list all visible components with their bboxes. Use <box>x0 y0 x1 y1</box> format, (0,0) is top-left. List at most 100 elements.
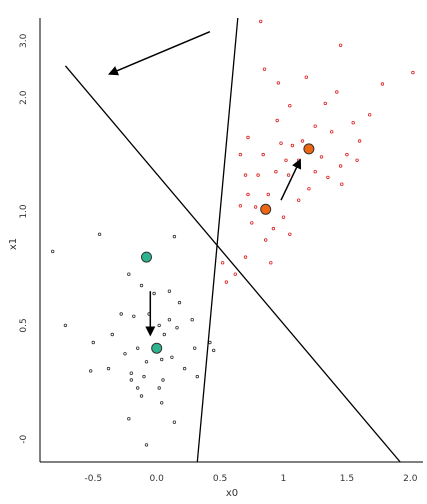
data-point <box>128 417 131 420</box>
data-point <box>247 193 250 196</box>
data-point <box>262 153 265 156</box>
data-point <box>130 379 133 382</box>
data-points <box>51 20 414 446</box>
data-point <box>136 387 139 390</box>
data-point <box>130 372 133 375</box>
data-point <box>285 159 288 162</box>
data-point <box>254 206 257 209</box>
data-point <box>264 239 267 242</box>
data-point <box>120 313 123 316</box>
y-tick-label: 0.5 <box>19 318 29 332</box>
data-point <box>136 347 139 350</box>
data-point <box>140 284 143 287</box>
x-tick-label: 0.5 <box>213 474 227 484</box>
data-point <box>209 341 212 344</box>
y-tick-label: 1.0 <box>19 204 29 219</box>
data-point <box>140 395 143 398</box>
centroid-marker <box>261 204 271 214</box>
data-point <box>314 170 317 173</box>
data-point <box>239 205 242 208</box>
data-point <box>314 125 317 128</box>
arrow <box>281 160 300 200</box>
data-point <box>92 341 95 344</box>
separator-line <box>65 66 400 462</box>
data-point <box>358 140 361 143</box>
data-point <box>289 233 292 236</box>
data-point <box>196 375 199 378</box>
data-point <box>330 131 333 134</box>
data-point <box>176 326 179 329</box>
data-point <box>259 20 262 23</box>
data-point <box>272 227 275 230</box>
data-point <box>297 199 300 202</box>
data-point <box>168 318 171 321</box>
data-point <box>282 216 285 219</box>
arrow <box>110 32 210 74</box>
data-point <box>320 156 323 159</box>
data-point <box>275 170 278 173</box>
x-tick-label: 0.0 <box>150 474 165 484</box>
x-axis-label: x0 <box>226 488 238 499</box>
data-point <box>339 44 342 47</box>
data-point <box>352 121 355 124</box>
data-point <box>267 193 270 196</box>
separator-lines <box>65 18 400 462</box>
y-axis-label: x1 <box>8 238 19 250</box>
data-point <box>291 144 294 147</box>
data-point <box>368 114 371 117</box>
data-point <box>158 324 161 327</box>
data-point <box>171 356 174 359</box>
y-tick-label: 3.0 <box>19 33 29 48</box>
data-point <box>356 159 359 162</box>
data-point <box>412 71 415 74</box>
data-point <box>225 281 228 284</box>
data-point <box>160 402 163 405</box>
data-point <box>212 349 215 352</box>
centroid-marker <box>142 252 152 262</box>
data-point <box>244 256 247 259</box>
data-point <box>276 119 279 122</box>
data-point <box>173 235 176 238</box>
data-point <box>221 262 224 265</box>
data-point <box>239 153 242 156</box>
data-point <box>124 353 127 356</box>
data-point <box>51 250 54 253</box>
data-point <box>153 292 156 295</box>
data-point <box>178 301 181 304</box>
data-point <box>287 174 290 177</box>
data-point <box>346 153 349 156</box>
data-point <box>277 82 280 85</box>
x-tick-labels: -0.5 0.0 0.5 1 1.5 2.0 <box>85 474 418 484</box>
data-point <box>160 358 163 361</box>
y-tick-label: 2.0 <box>19 90 29 105</box>
data-point <box>270 262 273 265</box>
data-point <box>168 290 171 293</box>
data-point <box>339 165 342 168</box>
centroid-marker <box>152 343 162 353</box>
data-point <box>341 183 344 186</box>
data-point <box>263 68 266 71</box>
data-point <box>111 333 114 336</box>
data-point <box>133 315 136 318</box>
data-point <box>257 174 260 177</box>
data-point <box>162 379 165 382</box>
data-point <box>158 387 161 390</box>
data-point <box>193 347 196 350</box>
data-point <box>128 273 131 276</box>
x-tick-label: -0.5 <box>85 474 103 484</box>
data-point <box>244 174 247 177</box>
data-point <box>327 176 330 179</box>
data-point <box>143 375 146 378</box>
data-point <box>64 324 67 327</box>
centroid-arrows <box>110 32 300 335</box>
data-point <box>305 76 308 79</box>
data-point <box>308 188 311 191</box>
data-point <box>289 104 292 107</box>
data-point <box>145 361 148 364</box>
centroids <box>142 144 314 353</box>
separator-line <box>197 18 238 462</box>
data-point <box>163 333 166 336</box>
data-point <box>301 140 304 143</box>
data-point <box>336 91 339 94</box>
data-point <box>191 318 194 321</box>
